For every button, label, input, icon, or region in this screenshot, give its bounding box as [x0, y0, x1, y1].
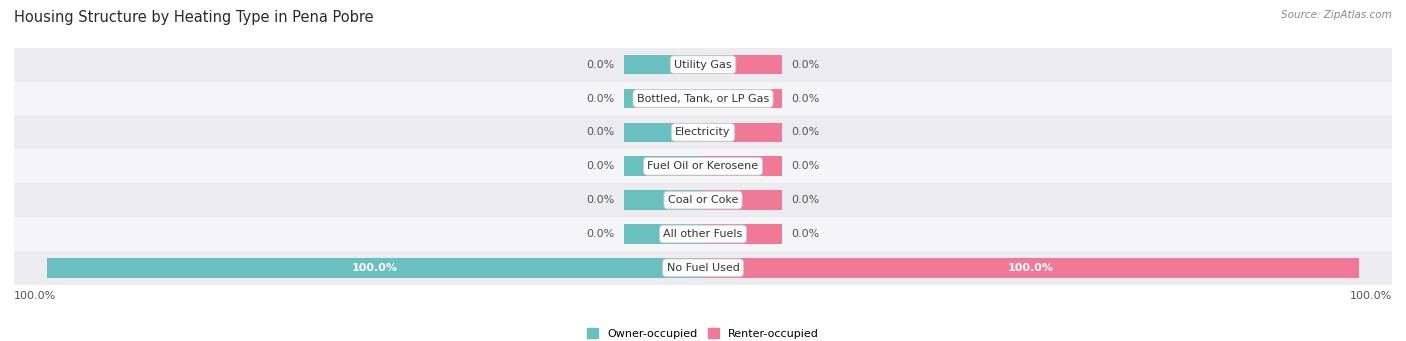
Text: 100.0%: 100.0% — [1008, 263, 1054, 273]
Text: Source: ZipAtlas.com: Source: ZipAtlas.com — [1281, 10, 1392, 20]
Bar — [14, 217, 1392, 251]
Bar — [703, 190, 782, 210]
Bar — [14, 81, 1392, 116]
Text: No Fuel Used: No Fuel Used — [666, 263, 740, 273]
Text: All other Fuels: All other Fuels — [664, 229, 742, 239]
Bar — [703, 122, 782, 142]
Bar — [14, 116, 1392, 149]
Text: 0.0%: 0.0% — [792, 161, 820, 171]
Text: 0.0%: 0.0% — [586, 161, 614, 171]
Text: 0.0%: 0.0% — [792, 128, 820, 137]
Text: 0.0%: 0.0% — [586, 195, 614, 205]
Bar — [624, 190, 703, 210]
Bar — [624, 157, 703, 176]
Bar — [14, 48, 1392, 81]
Bar — [14, 149, 1392, 183]
Text: Bottled, Tank, or LP Gas: Bottled, Tank, or LP Gas — [637, 93, 769, 104]
Text: 100.0%: 100.0% — [352, 263, 398, 273]
Text: 0.0%: 0.0% — [586, 60, 614, 70]
Text: Coal or Coke: Coal or Coke — [668, 195, 738, 205]
Bar — [624, 89, 703, 108]
Text: 0.0%: 0.0% — [586, 128, 614, 137]
Bar — [624, 55, 703, 74]
Text: Housing Structure by Heating Type in Pena Pobre: Housing Structure by Heating Type in Pen… — [14, 10, 374, 25]
Bar — [703, 258, 1360, 278]
Text: 0.0%: 0.0% — [586, 229, 614, 239]
Text: 0.0%: 0.0% — [792, 229, 820, 239]
Bar — [703, 157, 782, 176]
Legend: Owner-occupied, Renter-occupied: Owner-occupied, Renter-occupied — [582, 324, 824, 341]
Text: 0.0%: 0.0% — [792, 93, 820, 104]
Text: 0.0%: 0.0% — [586, 93, 614, 104]
Bar — [703, 89, 782, 108]
Text: Fuel Oil or Kerosene: Fuel Oil or Kerosene — [647, 161, 759, 171]
Bar — [46, 258, 703, 278]
Bar — [624, 224, 703, 244]
Bar — [14, 183, 1392, 217]
Text: 100.0%: 100.0% — [1350, 291, 1392, 301]
Bar — [624, 122, 703, 142]
Text: Utility Gas: Utility Gas — [675, 60, 731, 70]
Text: 0.0%: 0.0% — [792, 60, 820, 70]
Bar — [14, 251, 1392, 285]
Bar — [703, 55, 782, 74]
Bar — [703, 224, 782, 244]
Text: Electricity: Electricity — [675, 128, 731, 137]
Text: 0.0%: 0.0% — [792, 195, 820, 205]
Text: 100.0%: 100.0% — [14, 291, 56, 301]
